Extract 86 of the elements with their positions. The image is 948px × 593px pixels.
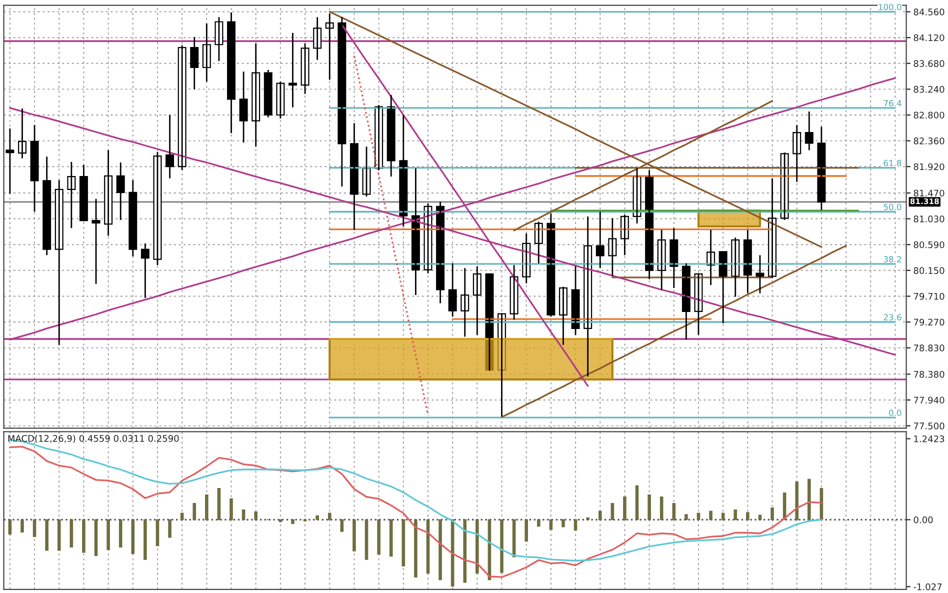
bar — [32, 519, 36, 538]
annotation: 61.8 — [884, 160, 902, 166]
bar — [500, 519, 504, 573]
bar — [610, 502, 614, 520]
bar — [377, 519, 380, 555]
y-tick-label: 82.360 — [914, 138, 944, 144]
bar — [217, 488, 221, 520]
y-tick-label: 0.00 — [914, 516, 933, 524]
bar — [8, 519, 12, 534]
bar — [82, 519, 86, 553]
bar — [70, 519, 74, 548]
bar — [574, 519, 578, 531]
annotation: 0.0 — [889, 410, 902, 416]
bar — [795, 481, 799, 520]
bar — [537, 519, 540, 527]
line-series — [9, 446, 822, 578]
bar — [524, 519, 528, 542]
bar — [808, 478, 811, 520]
y-tick-label: 79.710 — [914, 292, 944, 300]
bar — [192, 502, 196, 520]
bar — [20, 519, 24, 533]
candlestick — [92, 198, 100, 285]
y-tick-label: 1.2423 — [914, 435, 944, 442]
bar — [623, 496, 626, 520]
bar — [352, 519, 356, 552]
bar — [106, 519, 110, 550]
bar — [156, 519, 160, 546]
bar — [562, 519, 565, 528]
y-tick-label: -1.027 — [914, 583, 942, 590]
bar — [205, 494, 208, 520]
bar — [144, 519, 147, 560]
bar — [57, 519, 61, 551]
bar — [770, 508, 774, 520]
bar — [746, 512, 750, 520]
bar — [463, 519, 467, 583]
bar — [94, 519, 98, 556]
y-tick-label: 81.470 — [914, 190, 944, 197]
y-tick-label: 77.500 — [914, 422, 944, 430]
bar — [476, 519, 479, 574]
bar — [389, 519, 393, 557]
bar — [316, 515, 319, 520]
y-tick-label: 84.560 — [914, 8, 944, 16]
y-tick-label: 80.590 — [914, 241, 944, 248]
bar — [414, 519, 418, 578]
bar — [684, 514, 688, 520]
bar — [340, 519, 344, 532]
y-tick-label: 78.830 — [914, 344, 944, 352]
bar — [402, 519, 406, 566]
chart-title: MACD(12,26,9) 0.4559 0.0311 0.2590 — [8, 434, 179, 443]
bar — [635, 485, 639, 520]
bar — [660, 496, 664, 520]
y-tick-label: 82.800 — [914, 112, 944, 119]
y-tick-label: 84.120 — [914, 34, 944, 42]
bar — [230, 498, 233, 520]
line-series — [353, 54, 429, 416]
bar — [758, 514, 762, 520]
bar — [672, 502, 676, 520]
annotation: 50.0 — [884, 204, 902, 210]
bar — [734, 510, 738, 520]
y-tick-label: 78.380 — [914, 370, 944, 378]
bar — [648, 494, 651, 520]
y-tick-label: 81.030 — [914, 216, 944, 222]
bar — [45, 519, 48, 551]
bar — [242, 510, 246, 520]
y-tick-label: 77.940 — [914, 396, 944, 404]
y-tick-label: 81.920 — [914, 163, 944, 170]
bar — [291, 519, 294, 524]
annotation: 76.4 — [884, 100, 902, 106]
bar — [254, 511, 258, 520]
bar — [598, 510, 602, 520]
bar — [438, 519, 442, 580]
y-tick-label: 80.150 — [914, 267, 944, 274]
bar — [709, 510, 712, 520]
annotation: 100.0 — [878, 4, 902, 10]
y-tick-label: 83.680 — [914, 60, 944, 67]
bar — [364, 519, 368, 560]
line-series — [500, 244, 847, 418]
bar — [328, 512, 332, 520]
y-tick-label: 83.240 — [914, 86, 944, 93]
bar — [549, 519, 553, 530]
annotation: 23.6 — [884, 314, 902, 320]
annotation: 38.2 — [884, 256, 901, 262]
bar — [168, 519, 172, 538]
bar — [131, 519, 135, 554]
bar — [118, 519, 122, 548]
y-tick-label: 79.270 — [914, 318, 944, 326]
